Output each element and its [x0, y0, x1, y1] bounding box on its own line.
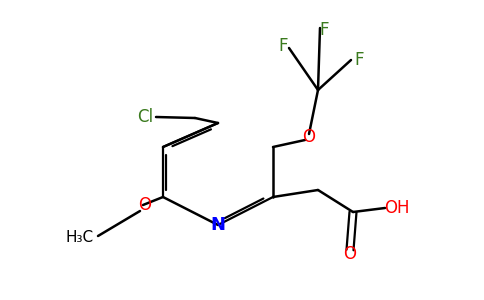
Text: H₃C: H₃C: [66, 230, 94, 245]
Text: N: N: [211, 216, 226, 234]
Text: O: O: [344, 245, 357, 263]
Text: F: F: [354, 51, 364, 69]
Text: O: O: [138, 196, 151, 214]
Text: F: F: [319, 21, 329, 39]
Text: Cl: Cl: [137, 108, 153, 126]
Text: OH: OH: [384, 199, 410, 217]
Text: F: F: [278, 37, 288, 55]
Text: O: O: [302, 128, 316, 146]
